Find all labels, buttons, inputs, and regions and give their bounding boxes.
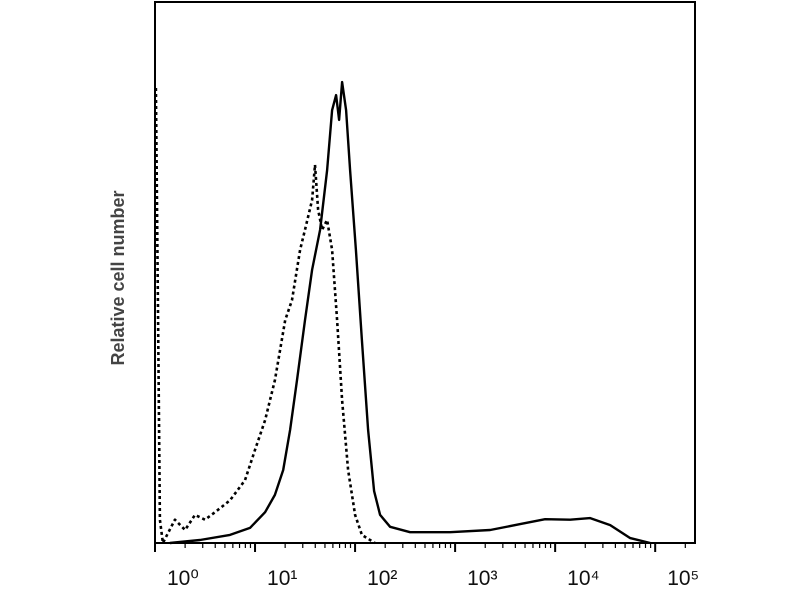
series-line (169, 80, 651, 545)
x-tick-label: 10⁵ (667, 567, 699, 590)
y-axis-label: Relative cell number (108, 190, 128, 365)
x-tick-label: 10⁴ (567, 567, 599, 590)
x-tick-label: 10³ (467, 567, 497, 590)
x-tick-label: 10² (367, 567, 397, 590)
x-tick-label: 10⁰ (167, 567, 199, 590)
plot-frame (154, 1, 696, 544)
series-line (154, 87, 376, 545)
x-tick-label: 10¹ (267, 567, 297, 590)
